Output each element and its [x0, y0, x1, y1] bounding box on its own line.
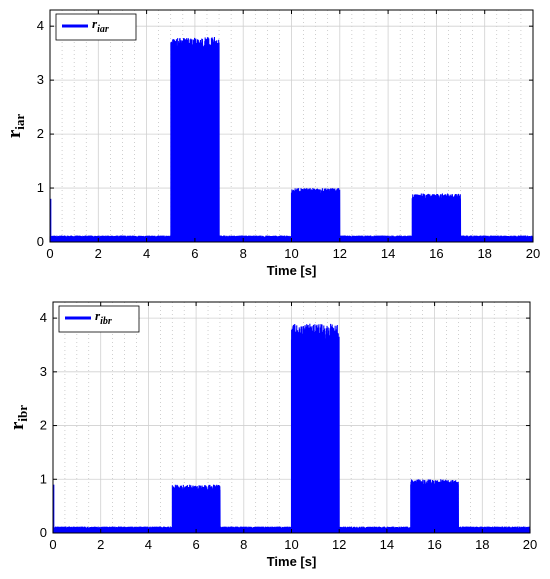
x-tick-label: 14: [381, 246, 395, 261]
x-tick-label: 2: [97, 537, 104, 552]
legend-label-main: r: [95, 308, 101, 323]
y-tick-label: 4: [40, 310, 47, 325]
x-ticks: 0 2 4 6 8 10 12 14 16 18 20: [46, 10, 540, 261]
x-tick-label: 4: [145, 537, 152, 552]
y-tick-label: 0: [37, 234, 44, 249]
x-tick-label: 8: [240, 537, 247, 552]
x-tick-label: 20: [523, 537, 537, 552]
legend-label: ribr: [95, 308, 112, 327]
y-axis-label-sub: iar: [12, 114, 27, 130]
series-trace: [49, 36, 534, 243]
y-axis-label-main: r: [4, 129, 25, 138]
legend: ribr: [58, 305, 140, 333]
x-tick-label: 20: [526, 246, 540, 261]
x-tick-label: 14: [380, 537, 394, 552]
x-tick-label: 0: [46, 246, 53, 261]
x-tick-label: 18: [475, 537, 489, 552]
x-axis-label: Time [s]: [267, 263, 317, 278]
x-tick-label: 10: [284, 246, 298, 261]
x-tick-label: 16: [427, 537, 441, 552]
y-tick-label: 1: [40, 471, 47, 486]
x-tick-label: 2: [95, 246, 102, 261]
x-tick-label: 8: [240, 246, 247, 261]
y-axis-label: ribr: [7, 405, 30, 430]
segment-body-2: [292, 339, 339, 533]
x-tick-label: 6: [191, 246, 198, 261]
x-ticks: 0 2 4 6 8 10 12 14 16 18 20: [49, 302, 537, 552]
y-axis-label: riar: [4, 114, 27, 139]
x-tick-label: 6: [192, 537, 199, 552]
y-axis-label-sub: ibr: [15, 405, 30, 422]
legend-label-sub: iar: [97, 24, 109, 35]
x-tick-label: 18: [477, 246, 491, 261]
legend-label-main: r: [92, 16, 98, 31]
x-tick-label: 12: [332, 537, 346, 552]
y-tick-label: 3: [40, 364, 47, 379]
legend-label: riar: [92, 16, 109, 35]
segment-body-1: [173, 490, 219, 533]
x-tick-label: 16: [429, 246, 443, 261]
x-axis-label: Time [s]: [267, 554, 317, 569]
y-tick-label: 0: [40, 525, 47, 540]
legend-label-sub: ibr: [100, 316, 112, 327]
y-ticks: 0 1 2 3 4: [37, 18, 533, 249]
y-tick-label: 2: [40, 418, 47, 433]
y-ticks: 0 1 2 3 4: [40, 310, 530, 540]
segment-body-1: [171, 47, 218, 242]
y-tick-label: 1: [37, 180, 44, 195]
y-tick-label: 3: [37, 72, 44, 87]
segment-body-3: [411, 484, 458, 533]
y-axis-label-main: r: [7, 421, 28, 430]
series-trace: [52, 323, 531, 534]
segment-body-3: [413, 198, 460, 242]
x-tick-label: 10: [284, 537, 298, 552]
y-tick-label: 4: [37, 18, 44, 33]
y-tick-label: 2: [37, 126, 44, 141]
segment-body-2: [292, 193, 339, 242]
x-tick-label: 12: [333, 246, 347, 261]
x-tick-label: 4: [143, 246, 150, 261]
legend: riar: [55, 13, 137, 41]
x-tick-label: 0: [49, 537, 56, 552]
